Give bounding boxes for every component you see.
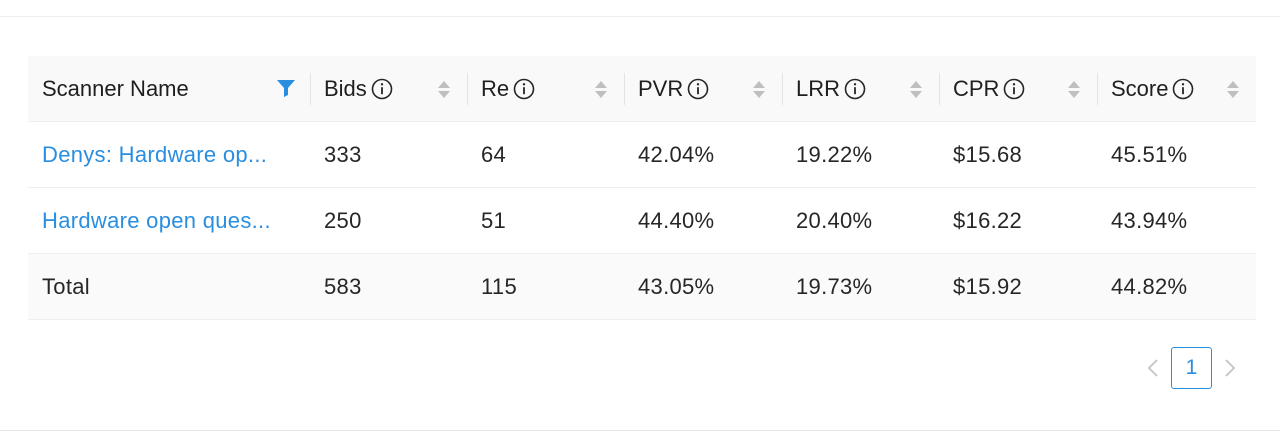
cell-re: 64: [467, 121, 624, 188]
cell-pvr: 44.40%: [624, 187, 782, 254]
scanner-link[interactable]: Hardware open ques...: [42, 207, 271, 233]
cell-score: 45.51%: [1097, 121, 1256, 188]
column-header-score[interactable]: Score: [1097, 56, 1256, 122]
cell-pvr: 43.05%: [624, 253, 782, 320]
sort-icon[interactable]: [1226, 76, 1240, 102]
column-header-scanner-name[interactable]: Scanner Name: [28, 56, 310, 122]
cell-lrr: 19.22%: [782, 121, 939, 188]
column-header-lrr[interactable]: LRR: [782, 56, 939, 122]
cell-total-label: Total: [28, 253, 310, 320]
column-label: PVR: [638, 75, 684, 101]
cell-cpr: $15.92: [939, 253, 1097, 320]
column-label: LRR: [796, 75, 841, 101]
column-label: Bids: [324, 75, 367, 101]
info-icon[interactable]: [844, 78, 866, 100]
cell-pvr: 42.04%: [624, 121, 782, 188]
cell-scanner-name: Hardware open ques...: [28, 187, 310, 254]
column-header-pvr[interactable]: PVR: [624, 56, 782, 122]
info-icon[interactable]: [687, 78, 709, 100]
column-label: Score: [1111, 75, 1169, 101]
sort-icon[interactable]: [1067, 76, 1081, 102]
column-label: Scanner Name: [42, 75, 189, 101]
chevron-right-icon[interactable]: [1217, 347, 1243, 389]
cell-lrr: 20.40%: [782, 187, 939, 254]
cell-lrr: 19.73%: [782, 253, 939, 320]
table-header-row: Scanner Name Bids: [28, 56, 1256, 122]
cell-cpr: $15.68: [939, 121, 1097, 188]
column-header-bids[interactable]: Bids: [310, 56, 467, 122]
top-divider: [0, 16, 1280, 17]
column-header-cpr[interactable]: CPR: [939, 56, 1097, 122]
page-button-current[interactable]: 1: [1171, 347, 1212, 389]
sort-icon[interactable]: [909, 76, 923, 102]
chevron-left-icon[interactable]: [1140, 347, 1166, 389]
cell-score: 44.82%: [1097, 253, 1256, 320]
table-row: Denys: Hardware op... 333 64 42.04% 19.2…: [28, 121, 1256, 188]
scanner-link[interactable]: Denys: Hardware op...: [42, 141, 268, 167]
cell-bids: 250: [310, 187, 467, 254]
cell-bids: 583: [310, 253, 467, 320]
cell-bids: 333: [310, 121, 467, 188]
column-header-re[interactable]: Re: [467, 56, 624, 122]
bottom-divider: [0, 430, 1280, 431]
cell-score: 43.94%: [1097, 187, 1256, 254]
table-total-row: Total 583 115 43.05% 19.73% $15.92 44.82…: [28, 253, 1256, 320]
scanner-table: Scanner Name Bids: [28, 56, 1256, 320]
sort-icon[interactable]: [594, 76, 608, 102]
cell-re: 51: [467, 187, 624, 254]
info-icon[interactable]: [1003, 78, 1025, 100]
cell-re: 115: [467, 253, 624, 320]
info-icon[interactable]: [371, 78, 393, 100]
sort-icon[interactable]: [752, 76, 766, 102]
info-icon[interactable]: [1172, 78, 1194, 100]
filter-icon[interactable]: [276, 78, 296, 98]
cell-scanner-name: Denys: Hardware op...: [28, 121, 310, 188]
sort-icon[interactable]: [437, 76, 451, 102]
pagination: 1: [1140, 347, 1243, 389]
table-row: Hardware open ques... 250 51 44.40% 20.4…: [28, 187, 1256, 254]
cell-cpr: $16.22: [939, 187, 1097, 254]
column-label: CPR: [953, 75, 1000, 101]
column-label: Re: [481, 75, 510, 101]
info-icon[interactable]: [513, 78, 535, 100]
